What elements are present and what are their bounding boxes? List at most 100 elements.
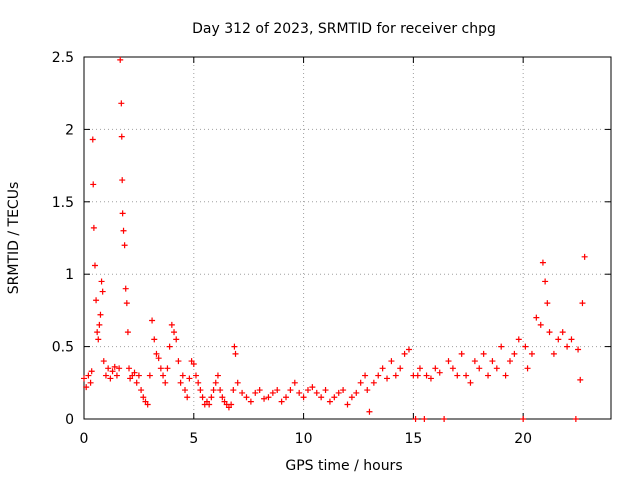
data-point (81, 375, 87, 382)
x-tick-label: 0 (80, 431, 89, 447)
data-point (575, 346, 582, 353)
data-point (91, 262, 98, 269)
data-point (157, 365, 164, 372)
data-point (313, 389, 320, 396)
data-point (528, 350, 535, 357)
data-point (296, 389, 303, 396)
data-point (100, 358, 107, 365)
data-point (458, 350, 465, 357)
data-point (102, 372, 109, 379)
data-point (173, 336, 180, 343)
data-point (467, 379, 474, 386)
data-point (153, 350, 160, 357)
y-axis-label: SRMTID / TECUs (6, 182, 22, 295)
data-point (138, 387, 145, 394)
data-point (99, 288, 106, 295)
data-point (117, 56, 124, 63)
data-point (309, 384, 316, 391)
data-point (135, 372, 142, 379)
data-point (88, 368, 95, 375)
x-tick-label: 10 (295, 431, 313, 447)
data-point (502, 372, 509, 379)
data-point (265, 394, 272, 401)
data-point (109, 368, 116, 375)
data-point (162, 379, 169, 386)
data-point (326, 398, 333, 405)
data-point (471, 358, 478, 365)
data-point (300, 394, 307, 401)
data-point (122, 285, 129, 292)
data-point (414, 372, 421, 379)
data-point (133, 379, 140, 386)
data-point (197, 387, 204, 394)
data-point (171, 329, 178, 336)
data-point (87, 379, 94, 386)
data-point (175, 358, 182, 365)
data-point (96, 321, 103, 328)
data-point (230, 387, 237, 394)
axis-ticks: 0 5 10 15 20 0 0.5 1 1.5 2 2.5 (52, 50, 611, 447)
data-point (304, 387, 311, 394)
data-point (116, 365, 123, 372)
data-point (348, 394, 355, 401)
plot-area-frame (83, 56, 612, 420)
data-point (539, 259, 546, 266)
x-tick-label: 15 (404, 431, 422, 447)
data-point (388, 358, 395, 365)
x-axis-label: GPS time / hours (285, 458, 402, 474)
y-tick-label: 2 (65, 122, 74, 138)
data-point (93, 297, 100, 304)
data-point (379, 365, 386, 372)
data-point (432, 365, 439, 372)
data-point (335, 389, 342, 396)
data-point (427, 375, 434, 382)
data-point (506, 358, 513, 365)
data-point (331, 394, 338, 401)
data-point (126, 365, 133, 372)
data-point (370, 379, 377, 386)
data-point (164, 365, 171, 372)
data-point (366, 408, 373, 415)
chart-title: Day 312 of 2023, SRMTID for receiver chp… (192, 21, 496, 37)
data-point (155, 355, 162, 362)
y-tick-label: 1 (65, 267, 74, 283)
x-tick-label: 5 (189, 431, 198, 447)
data-point (423, 372, 430, 379)
data-point (83, 384, 90, 391)
data-point (344, 401, 351, 408)
data-point (392, 372, 399, 379)
data-point (436, 369, 443, 376)
data-point (256, 387, 263, 394)
data-point (107, 375, 114, 382)
data-point (90, 181, 97, 188)
data-point (533, 314, 540, 321)
data-point (550, 350, 557, 357)
data-point (287, 387, 294, 394)
data-point (318, 394, 325, 401)
data-point (239, 389, 246, 396)
data-point (384, 375, 391, 382)
data-point (234, 379, 241, 386)
data-point (186, 375, 193, 382)
data-point (544, 300, 551, 307)
data-point (97, 311, 104, 318)
data-point (89, 136, 96, 143)
data-point (182, 387, 189, 394)
data-point (278, 398, 285, 405)
y-tick-label: 0.5 (52, 340, 74, 356)
data-point (522, 343, 529, 350)
data-point (149, 317, 156, 324)
y-tick-label: 1.5 (52, 195, 74, 211)
data-point (511, 350, 518, 357)
data-point (498, 343, 505, 350)
data-point (274, 387, 281, 394)
data-point (397, 365, 404, 372)
data-point (113, 372, 120, 379)
data-point (166, 343, 173, 350)
data-point (441, 416, 448, 422)
data-point (190, 360, 197, 367)
data-point (179, 372, 186, 379)
data-point (362, 372, 369, 379)
data-point (568, 336, 575, 343)
